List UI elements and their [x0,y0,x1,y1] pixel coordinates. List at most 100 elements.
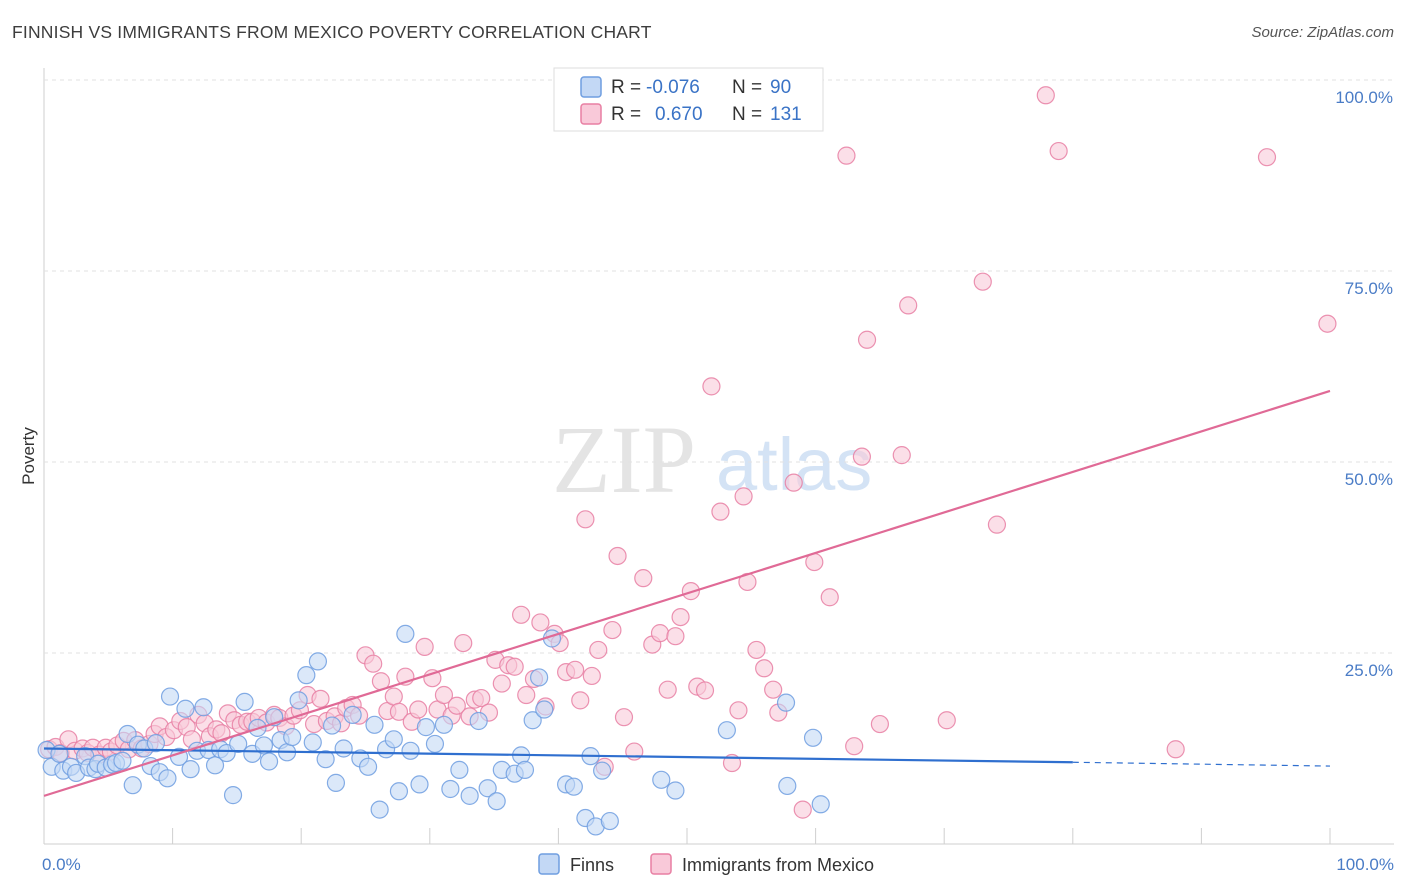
data-point [899,296,918,315]
legend-r-value-finns: -0.076 [646,77,700,98]
data-point [666,627,685,646]
data-point [478,779,497,798]
x-tick-label-min: 0.0% [42,855,81,874]
y-tick-label: 25.0% [1345,661,1393,680]
data-point [747,640,766,660]
data-point [515,760,535,779]
data-point [734,487,753,506]
y-axis-label: Poverty [19,427,38,485]
trend-lines [43,389,1331,797]
data-point [460,786,479,805]
data-point [303,733,322,752]
data-point [205,756,225,775]
data-point [603,620,622,640]
data-point [229,734,248,754]
watermark-zip: ZIP [552,406,696,513]
data-point [322,716,342,735]
data-point [401,741,420,760]
data-point [892,446,911,465]
data-point [113,751,132,770]
data-point [755,659,774,678]
x-ticks [43,828,1331,844]
data-point [487,792,506,811]
trend-line [43,389,1331,797]
legend-r-label-mexico: R = [611,104,641,125]
data-point [608,546,627,566]
data-point [650,624,670,643]
data-point [1049,141,1068,161]
data-point [811,795,830,814]
data-point [289,691,308,710]
y-tick-labels: 25.0% 50.0% 75.0% 100.0% [1335,88,1393,680]
data-point [937,711,956,730]
data-point [469,711,488,731]
data-point [845,737,864,756]
data-point [593,761,612,780]
data-point [987,515,1007,534]
data-point [973,272,992,291]
data-point [259,752,279,771]
data-point [505,657,524,676]
data-point [658,680,677,699]
bottom-legend-label-finns: Finns [570,855,614,875]
data-point [870,714,890,734]
data-point [1318,314,1337,333]
y-tick-label: 100.0% [1335,88,1393,107]
data-point [416,718,436,737]
data-point [181,760,200,779]
legend-r-label-finns: R = [611,77,641,98]
data-point [729,701,748,720]
data-point [146,734,165,753]
data-point [311,689,330,708]
data-point [415,637,434,656]
y-tick-label: 50.0% [1345,470,1393,489]
data-point [837,146,856,165]
legend-swatch-finns [580,76,602,98]
data-point [358,757,378,776]
data-point [434,685,454,705]
legend-n-label-mexico: N = [732,104,762,125]
data-point [531,613,550,632]
x-tick-label-max: 100.0% [1336,855,1394,874]
data-point [600,811,619,831]
bottom-legend-swatch-finns [538,853,560,875]
data-point [666,781,685,800]
chart-title: FINNISH VS IMMIGRANTS FROM MEXICO POVERT… [12,22,652,42]
data-point [297,666,316,685]
data-point [695,681,715,700]
data-point [784,473,803,492]
data-point [582,666,601,686]
data-point [576,510,595,529]
data-point [364,654,383,673]
data-point [410,775,429,794]
data-point [634,569,653,588]
data-point [764,680,783,699]
data-point [717,721,736,740]
data-point [384,687,403,706]
data-point [450,760,469,779]
data-point [409,700,428,719]
data-point [326,773,346,792]
legend-n-value-mexico: 131 [770,104,802,125]
data-point [454,633,473,653]
data-point [235,692,254,711]
data-point [857,330,877,349]
y-tick-label: 75.0% [1345,279,1393,298]
bottom-legend-swatch-mexico [650,853,672,875]
data-point [566,660,585,679]
legend-r-value-mexico: 0.670 [655,104,703,125]
data-point [711,502,730,521]
data-point [472,688,491,708]
bottom-legend: Finns Immigrants from Mexico [538,853,874,875]
legend-swatch-mexico [580,103,602,125]
data-point [176,699,195,718]
data-point [334,739,353,758]
data-point [160,687,180,706]
chart-source: Source: ZipAtlas.com [1251,24,1394,41]
data-point [384,730,403,749]
data-point [517,685,536,705]
data-point [308,652,328,671]
data-point [158,769,177,788]
data-point [652,770,671,789]
data-point [365,715,384,734]
